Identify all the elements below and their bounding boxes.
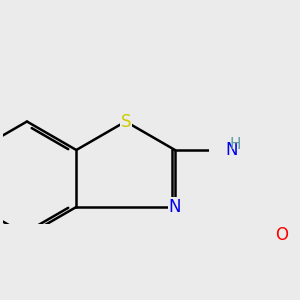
Text: H: H bbox=[230, 136, 242, 152]
Text: N: N bbox=[169, 198, 181, 216]
Text: N: N bbox=[226, 141, 238, 159]
Text: S: S bbox=[120, 112, 131, 130]
Text: O: O bbox=[275, 226, 288, 244]
